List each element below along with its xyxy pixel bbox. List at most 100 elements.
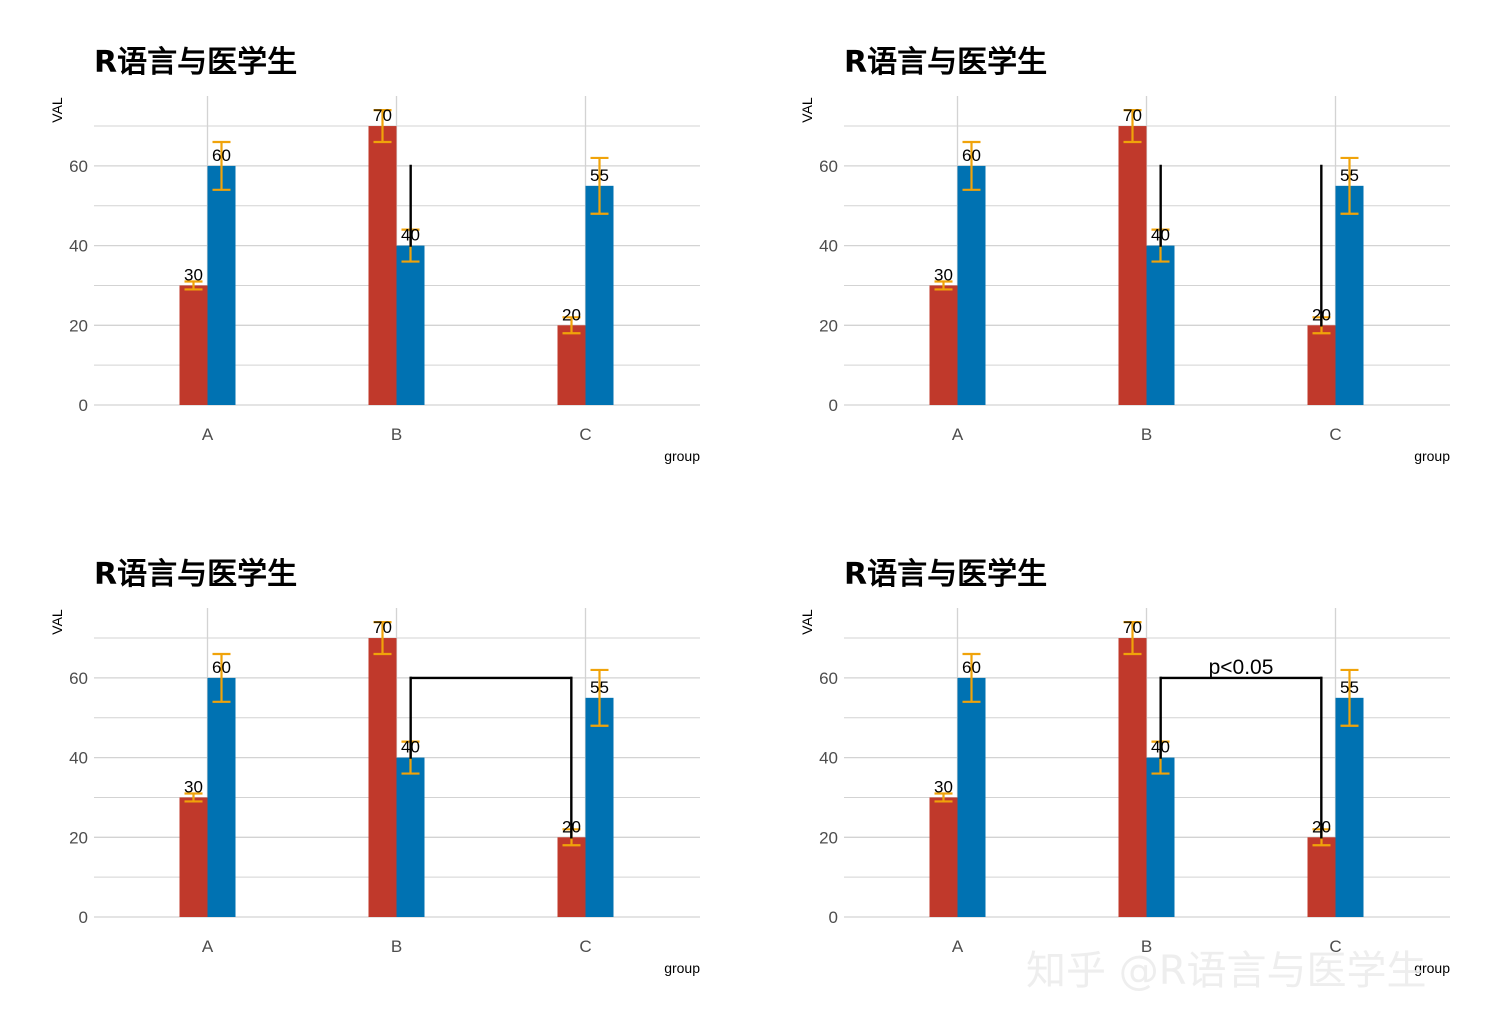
x-tick-label: B bbox=[391, 425, 402, 444]
error-bar-series-1-a bbox=[184, 792, 203, 803]
data-label-series-1-b: 70 bbox=[1123, 106, 1142, 125]
data-label-series-2-c: 55 bbox=[590, 678, 609, 697]
chart-title: R语言与医学生 bbox=[844, 45, 1047, 80]
bar-series-2-c bbox=[585, 697, 614, 917]
error-bar-series-2-c bbox=[1340, 156, 1359, 215]
y-tick-label: 60 bbox=[819, 157, 838, 176]
x-tick-label: A bbox=[952, 937, 964, 956]
y-tick-label: 0 bbox=[79, 396, 88, 415]
y-tick-label: 0 bbox=[829, 908, 838, 927]
data-label-series-2-a: 60 bbox=[212, 146, 231, 165]
y-tick-label: 40 bbox=[819, 749, 838, 768]
bar-series-2-b bbox=[1146, 245, 1175, 405]
data-label-series-2-c: 55 bbox=[1340, 678, 1359, 697]
error-bar-series-2-a bbox=[212, 652, 231, 703]
error-bar-series-1-b bbox=[373, 621, 392, 656]
bar-series-1-a bbox=[929, 797, 958, 917]
bar-series-2-a bbox=[207, 165, 236, 405]
x-tick-label: C bbox=[1329, 425, 1341, 444]
y-axis-title: VAL bbox=[799, 609, 815, 635]
x-axis-title: group bbox=[664, 448, 700, 464]
bar-series-1-b bbox=[368, 126, 397, 406]
bar-series-2-c bbox=[585, 185, 614, 405]
error-bar-series-1-a bbox=[184, 280, 203, 291]
data-label-series-2-a: 60 bbox=[962, 658, 981, 677]
y-tick-label: 60 bbox=[69, 157, 88, 176]
bar-series-2-a bbox=[957, 677, 986, 917]
x-axis-title: group bbox=[1414, 960, 1450, 976]
x-tick-label: B bbox=[1141, 425, 1152, 444]
x-tick-label: C bbox=[579, 937, 591, 956]
bar-series-1-b bbox=[1118, 126, 1147, 406]
chart-title: R语言与医学生 bbox=[94, 557, 297, 592]
error-bar-series-2-a bbox=[962, 652, 981, 703]
error-bar-series-1-c bbox=[562, 316, 581, 335]
chart-title: R语言与医学生 bbox=[94, 45, 297, 80]
bar-series-2-c bbox=[1335, 697, 1364, 917]
error-bar-series-2-c bbox=[1340, 668, 1359, 727]
y-tick-label: 40 bbox=[819, 237, 838, 256]
bar-series-1-c bbox=[1307, 325, 1336, 405]
y-axis-title: VAL bbox=[49, 609, 65, 635]
bar-series-1-c bbox=[557, 325, 586, 405]
y-tick-label: 60 bbox=[819, 669, 838, 688]
bar-series-2-b bbox=[396, 757, 425, 917]
data-label-series-1-c: 20 bbox=[562, 305, 581, 324]
data-label-series-1-a: 30 bbox=[184, 777, 203, 796]
chart-panel-3: 3070206040550204060ABCgroupVALR语言与医学生 bbox=[49, 557, 700, 976]
x-tick-label: C bbox=[1329, 937, 1341, 956]
data-label-series-1-b: 70 bbox=[373, 106, 392, 125]
x-axis-title: group bbox=[664, 960, 700, 976]
data-label-series-2-a: 60 bbox=[962, 146, 981, 165]
bar-series-2-a bbox=[207, 677, 236, 917]
error-bar-series-1-b bbox=[1123, 621, 1142, 656]
bar-series-1-c bbox=[557, 837, 586, 917]
significance-label: p<0.05 bbox=[1209, 656, 1274, 679]
bar-series-1-a bbox=[179, 797, 208, 917]
y-tick-label: 40 bbox=[69, 237, 88, 256]
error-bar-series-2-c bbox=[590, 668, 609, 727]
error-bar-series-1-b bbox=[1123, 109, 1142, 144]
error-bar-series-1-a bbox=[934, 792, 953, 803]
chart-panel-1: 3070206040550204060ABCgroupVALR语言与医学生 bbox=[49, 45, 700, 464]
y-tick-label: 60 bbox=[69, 669, 88, 688]
error-bar-series-2-a bbox=[962, 140, 981, 191]
error-bar-series-1-b bbox=[373, 109, 392, 144]
x-tick-label: B bbox=[391, 937, 402, 956]
y-tick-label: 40 bbox=[69, 749, 88, 768]
y-axis-title: VAL bbox=[799, 97, 815, 123]
y-tick-label: 20 bbox=[819, 828, 838, 847]
error-bar-series-2-a bbox=[212, 140, 231, 191]
data-label-series-1-a: 30 bbox=[184, 265, 203, 284]
bar-series-1-a bbox=[179, 285, 208, 405]
data-label-series-2-a: 60 bbox=[212, 658, 231, 677]
data-label-series-2-c: 55 bbox=[590, 166, 609, 185]
data-label-series-1-a: 30 bbox=[934, 265, 953, 284]
error-bar-series-1-a bbox=[934, 280, 953, 291]
error-bar-series-2-c bbox=[590, 156, 609, 215]
y-tick-label: 20 bbox=[819, 316, 838, 335]
bar-series-2-b bbox=[396, 245, 425, 405]
bar-series-1-b bbox=[368, 638, 397, 917]
x-tick-label: C bbox=[579, 425, 591, 444]
chart-panel-2: 3070206040550204060ABCgroupVALR语言与医学生 bbox=[799, 45, 1450, 464]
y-tick-label: 0 bbox=[79, 908, 88, 927]
data-label-series-1-b: 70 bbox=[1123, 618, 1142, 637]
y-tick-label: 0 bbox=[829, 396, 838, 415]
data-label-series-2-c: 55 bbox=[1340, 166, 1359, 185]
bar-series-2-c bbox=[1335, 185, 1364, 405]
bar-series-1-b bbox=[1118, 638, 1147, 917]
bar-series-1-a bbox=[929, 285, 958, 405]
chart-title: R语言与医学生 bbox=[844, 557, 1047, 592]
y-tick-label: 20 bbox=[69, 316, 88, 335]
y-tick-label: 20 bbox=[69, 828, 88, 847]
x-axis-title: group bbox=[1414, 448, 1450, 464]
x-tick-label: A bbox=[202, 937, 214, 956]
data-label-series-1-a: 30 bbox=[934, 777, 953, 796]
x-tick-label: A bbox=[202, 425, 214, 444]
bar-series-1-c bbox=[1307, 837, 1336, 917]
x-tick-label: A bbox=[952, 425, 964, 444]
data-label-series-1-b: 70 bbox=[373, 618, 392, 637]
chart-panel-4: 307020604055p<0.050204060ABCgroupVALR语言与… bbox=[799, 557, 1450, 976]
